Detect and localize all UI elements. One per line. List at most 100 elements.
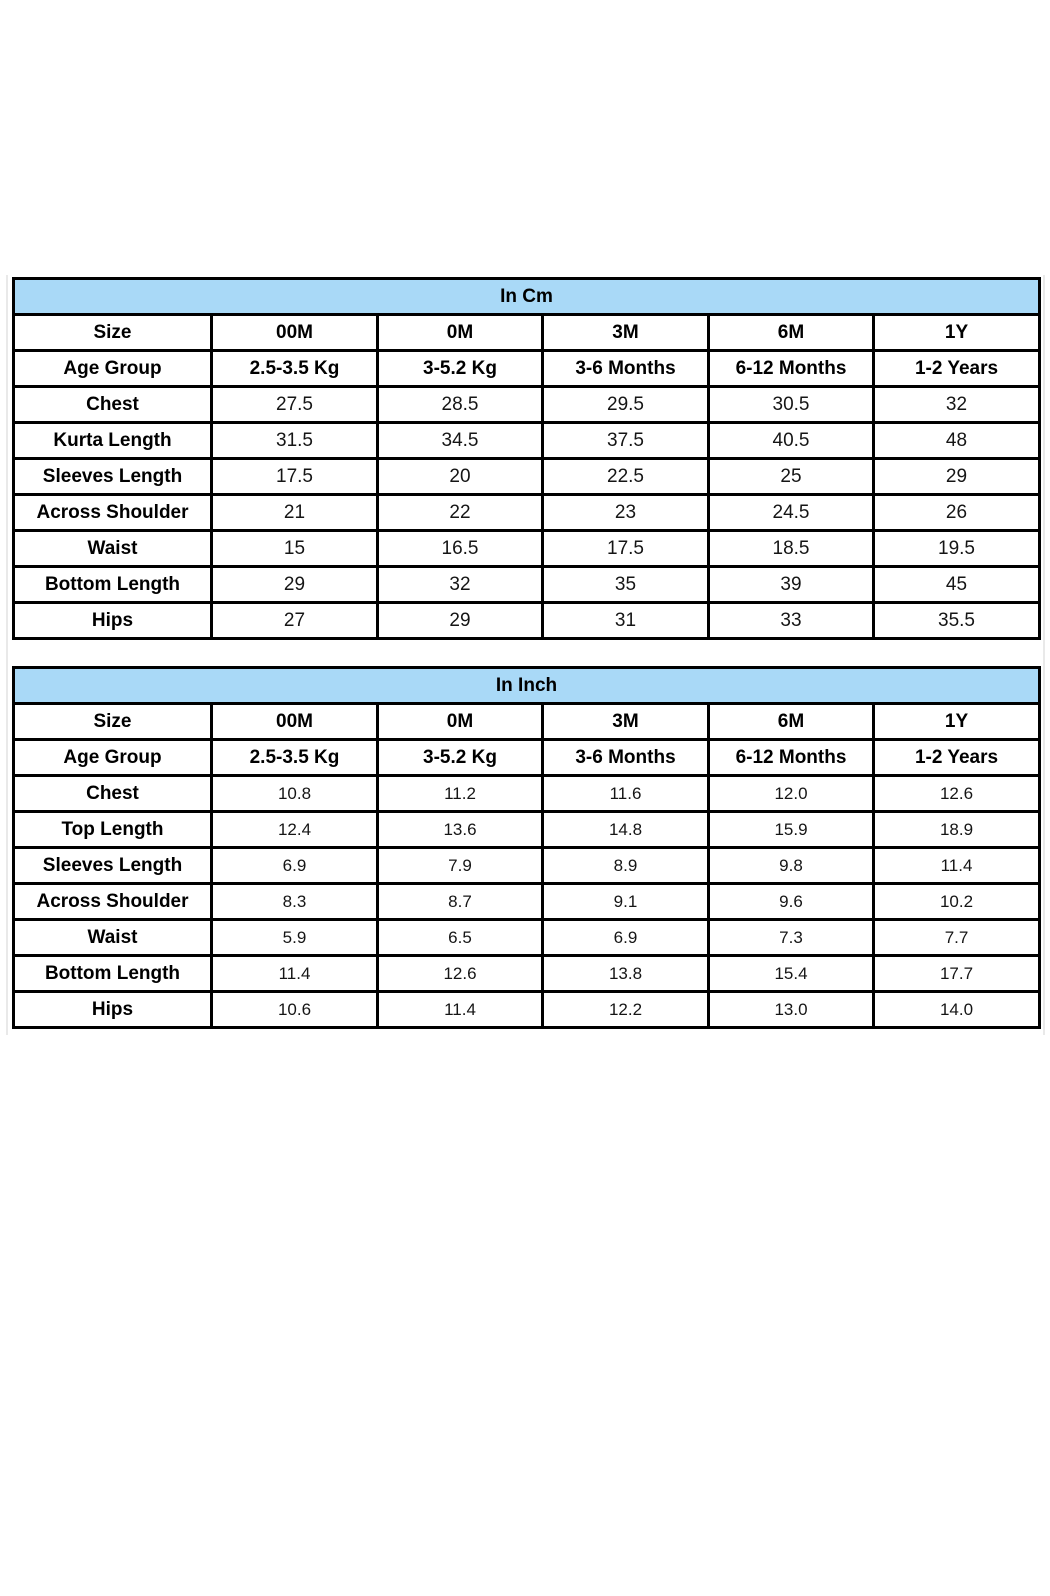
age-group-cell: 2.5-3.5 Kg <box>210 349 379 388</box>
table-cell: 20 <box>376 457 544 496</box>
table-cell: 35.5 <box>872 601 1041 640</box>
table-cell: 31 <box>541 601 710 640</box>
table-cell: 17.5 <box>210 457 379 496</box>
table-cell: 5.9 <box>210 918 379 957</box>
column-header: 00M <box>210 313 379 352</box>
table-cell: 29 <box>872 457 1041 496</box>
table-cell: 11.4 <box>210 954 379 993</box>
table-cell: 40.5 <box>707 421 875 460</box>
age-group-cell: 3-6 Months <box>541 349 710 388</box>
table-row: Waist 15 16.5 17.5 18.5 19.5 <box>12 529 1041 568</box>
row-label: Sleeves Length <box>12 846 213 885</box>
table-row: Bottom Length 29 32 35 39 45 <box>12 565 1041 604</box>
table-cell: 39 <box>707 565 875 604</box>
table-row: Sleeves Length 6.9 7.9 8.9 9.8 11.4 <box>12 846 1042 885</box>
table-cell: 45 <box>872 565 1041 604</box>
age-group-cell: 6-12 Months <box>707 349 875 388</box>
table-cell: 31.5 <box>210 421 379 460</box>
age-group-row-label: Age Group <box>12 349 213 388</box>
table-row: Chest 10.8 11.2 11.6 12.0 12.6 <box>12 774 1042 813</box>
table-cell: 12.6 <box>871 774 1042 813</box>
table-cell: 6.9 <box>541 918 710 957</box>
table-cell: 32 <box>872 385 1041 424</box>
table-cell: 12.6 <box>376 954 544 993</box>
table-cell: 33 <box>707 601 875 640</box>
table-cell: 6.5 <box>376 918 544 957</box>
table-row: Across Shoulder 8.3 8.7 9.1 9.6 10.2 <box>12 882 1042 921</box>
column-header: 3M <box>541 313 710 352</box>
table-cell: 11.6 <box>541 774 710 813</box>
column-header: 0M <box>376 702 544 741</box>
table-cell: 13.0 <box>707 990 875 1029</box>
table-cell: 29 <box>210 565 379 604</box>
table-cell: 21 <box>210 493 379 532</box>
table-cell: 15 <box>210 529 379 568</box>
row-label: Bottom Length <box>12 565 213 604</box>
column-header: 6M <box>707 702 875 741</box>
table-cell: 26 <box>872 493 1041 532</box>
table-cell: 19.5 <box>872 529 1041 568</box>
table-cell: 8.7 <box>376 882 544 921</box>
column-header: 6M <box>707 313 875 352</box>
table-row: Sleeves Length 17.5 20 22.5 25 29 <box>12 457 1041 496</box>
column-header: 0M <box>376 313 544 352</box>
age-group-row-label: Age Group <box>12 738 213 777</box>
age-group-cell: 3-6 Months <box>541 738 710 777</box>
age-group-cell: 1-2 Years <box>872 349 1041 388</box>
table-cell: 25 <box>707 457 875 496</box>
table-cell: 23 <box>541 493 710 532</box>
table-cell: 9.8 <box>707 846 875 885</box>
row-label: Kurta Length <box>12 421 213 460</box>
table-cell: 11.2 <box>376 774 544 813</box>
table-cell: 14.0 <box>871 990 1042 1029</box>
table-cell: 6.9 <box>210 846 379 885</box>
age-group-cell: 6-12 Months <box>707 738 875 777</box>
table-cell: 30.5 <box>707 385 875 424</box>
table-cell: 12.4 <box>210 810 379 849</box>
table-cell: 10.8 <box>210 774 379 813</box>
table-cell: 28.5 <box>376 385 544 424</box>
table-cell: 14.8 <box>541 810 710 849</box>
table-title-inch: In Inch <box>11 666 1042 705</box>
age-group-cell: 3-5.2 Kg <box>376 349 544 388</box>
size-row-label: Size <box>12 702 213 741</box>
table-cell: 22 <box>376 493 544 532</box>
row-label: Hips <box>12 601 213 640</box>
row-label: Across Shoulder <box>12 882 213 921</box>
table-cell: 27 <box>210 601 379 640</box>
table-cell: 27.5 <box>210 385 379 424</box>
table-row: Hips 10.6 11.4 12.2 13.0 14.0 <box>12 990 1042 1029</box>
table-cell: 10.6 <box>210 990 379 1029</box>
table-cell: 29 <box>376 601 544 640</box>
table-cell: 9.1 <box>541 882 710 921</box>
table-cell: 34.5 <box>376 421 544 460</box>
column-header: 1Y <box>871 702 1042 741</box>
table-cell: 24.5 <box>707 493 875 532</box>
spreadsheet-gridline-right <box>1043 275 1045 1035</box>
row-label: Across Shoulder <box>12 493 213 532</box>
table-cell: 18.9 <box>871 810 1042 849</box>
table-cell: 13.6 <box>376 810 544 849</box>
age-group-row: Age Group 2.5-3.5 Kg 3-5.2 Kg 3-6 Months… <box>12 349 1041 388</box>
column-header: 3M <box>541 702 710 741</box>
table-cell: 10.2 <box>871 882 1042 921</box>
table-cell: 35 <box>541 565 710 604</box>
table-cell: 11.4 <box>871 846 1042 885</box>
size-chart-table-cm: In Cm Size 00M 0M 3M 6M 1Y Age Group 2.5… <box>12 277 1041 640</box>
table-cell: 16.5 <box>376 529 544 568</box>
table-cell: 12.2 <box>541 990 710 1029</box>
column-header: 1Y <box>872 313 1041 352</box>
size-chart-table-inch: In Inch Size 00M 0M 3M 6M 1Y Age Group 2… <box>11 666 1042 1029</box>
table-cell: 13.8 <box>541 954 710 993</box>
table-cell: 7.9 <box>376 846 544 885</box>
table-cell: 29.5 <box>541 385 710 424</box>
table-row: Kurta Length 31.5 34.5 37.5 40.5 48 <box>12 421 1041 460</box>
row-label: Chest <box>12 385 213 424</box>
table-row: Top Length 12.4 13.6 14.8 15.9 18.9 <box>12 810 1042 849</box>
row-label: Bottom Length <box>12 954 213 993</box>
table-row: Hips 27 29 31 33 35.5 <box>12 601 1041 640</box>
row-label: Top Length <box>12 810 213 849</box>
table-cell: 32 <box>376 565 544 604</box>
table-title-cm: In Cm <box>12 277 1041 316</box>
